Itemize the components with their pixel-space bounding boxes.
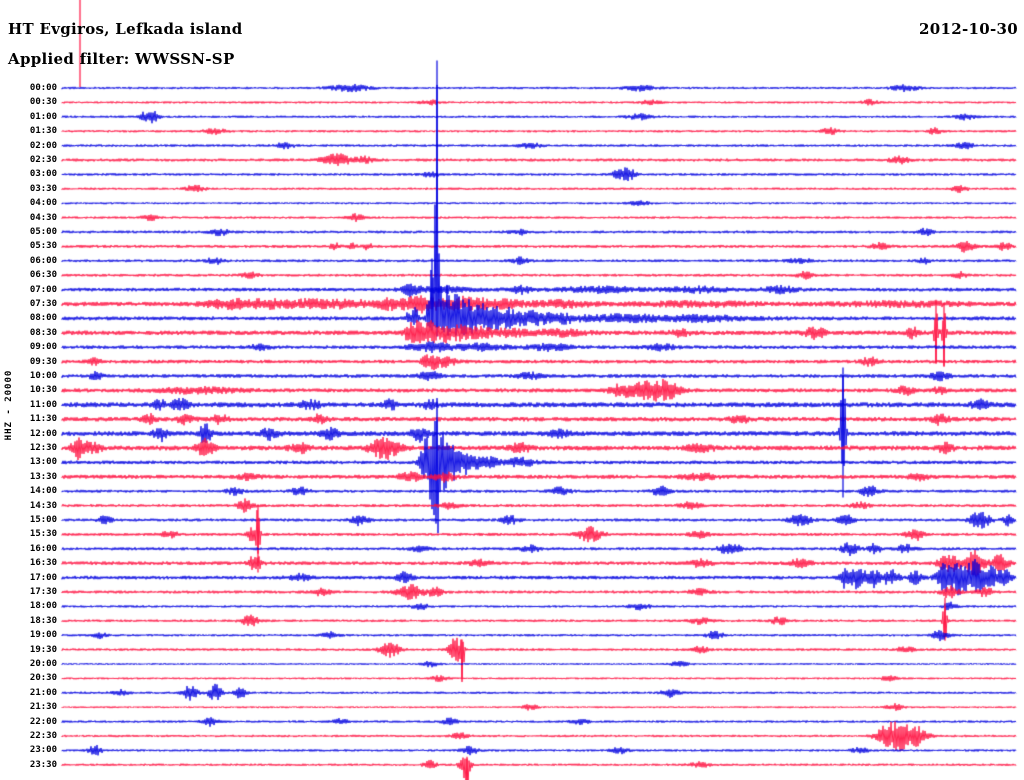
time-label: 05:00: [29, 227, 57, 237]
time-label: 05:30: [29, 241, 57, 252]
time-label: 19:30: [29, 644, 57, 655]
filter-label: Applied filter: WWSSN-SP: [8, 50, 235, 68]
time-label: 07:00: [29, 284, 57, 295]
time-label: 18:00: [29, 601, 57, 612]
time-label: 15:30: [29, 529, 57, 540]
time-label: 04:30: [29, 212, 57, 223]
time-label: 08:00: [29, 313, 57, 324]
time-label: 22:00: [29, 716, 57, 727]
time-label: 10:30: [29, 385, 57, 396]
time-label: 15:00: [29, 515, 57, 525]
time-label: 16:30: [29, 558, 57, 569]
time-label: 17:00: [29, 572, 57, 583]
time-label: 04:00: [29, 198, 57, 209]
time-label: 06:00: [29, 255, 57, 266]
time-label: 01:00: [29, 111, 57, 122]
time-label: 08:30: [29, 327, 57, 338]
time-label: 20:30: [29, 673, 57, 684]
time-axis: 00:00 00:30 01:00 01:30 02:00 02:30 03:00 03:30…: [0, 0, 58, 780]
time-label: 07:30: [29, 299, 57, 309]
time-label: 13:30: [29, 471, 57, 482]
time-label: 02:30: [29, 155, 57, 165]
time-label: 09:30: [29, 356, 57, 367]
time-label: 03:00: [29, 169, 57, 180]
time-label: 22:30: [29, 731, 57, 741]
time-label: 23:30: [29, 759, 57, 770]
time-label: 21:00: [29, 687, 57, 698]
time-label: 17:30: [29, 587, 57, 597]
time-label: 12:00: [29, 428, 57, 439]
time-label: 12:30: [29, 443, 57, 453]
time-label: 23:00: [29, 745, 57, 756]
channel-scale-label: HHZ - 20000: [4, 369, 14, 441]
station-title: HT Evgiros, Lefkada island: [8, 20, 243, 38]
time-label: 00:30: [29, 97, 57, 108]
time-label: 01:30: [29, 126, 57, 137]
time-label: 11:00: [29, 399, 57, 410]
time-label: 10:00: [29, 371, 57, 381]
time-label: 06:30: [29, 270, 57, 281]
time-label: 14:00: [29, 486, 57, 497]
time-label: 18:30: [29, 615, 57, 626]
time-label: 21:30: [29, 702, 57, 713]
time-label: 19:00: [29, 630, 57, 641]
time-label: 00:00: [29, 83, 57, 93]
time-label: 09:00: [29, 342, 57, 353]
time-label: 03:30: [29, 183, 57, 194]
time-label: 14:30: [29, 500, 57, 511]
time-label: 13:00: [29, 457, 57, 468]
time-label: 11:30: [29, 414, 57, 425]
time-label: 16:00: [29, 543, 57, 554]
time-label: 20:00: [29, 659, 57, 669]
date-label: 2012-10-30: [919, 20, 1018, 38]
time-label: 02:00: [29, 140, 57, 151]
